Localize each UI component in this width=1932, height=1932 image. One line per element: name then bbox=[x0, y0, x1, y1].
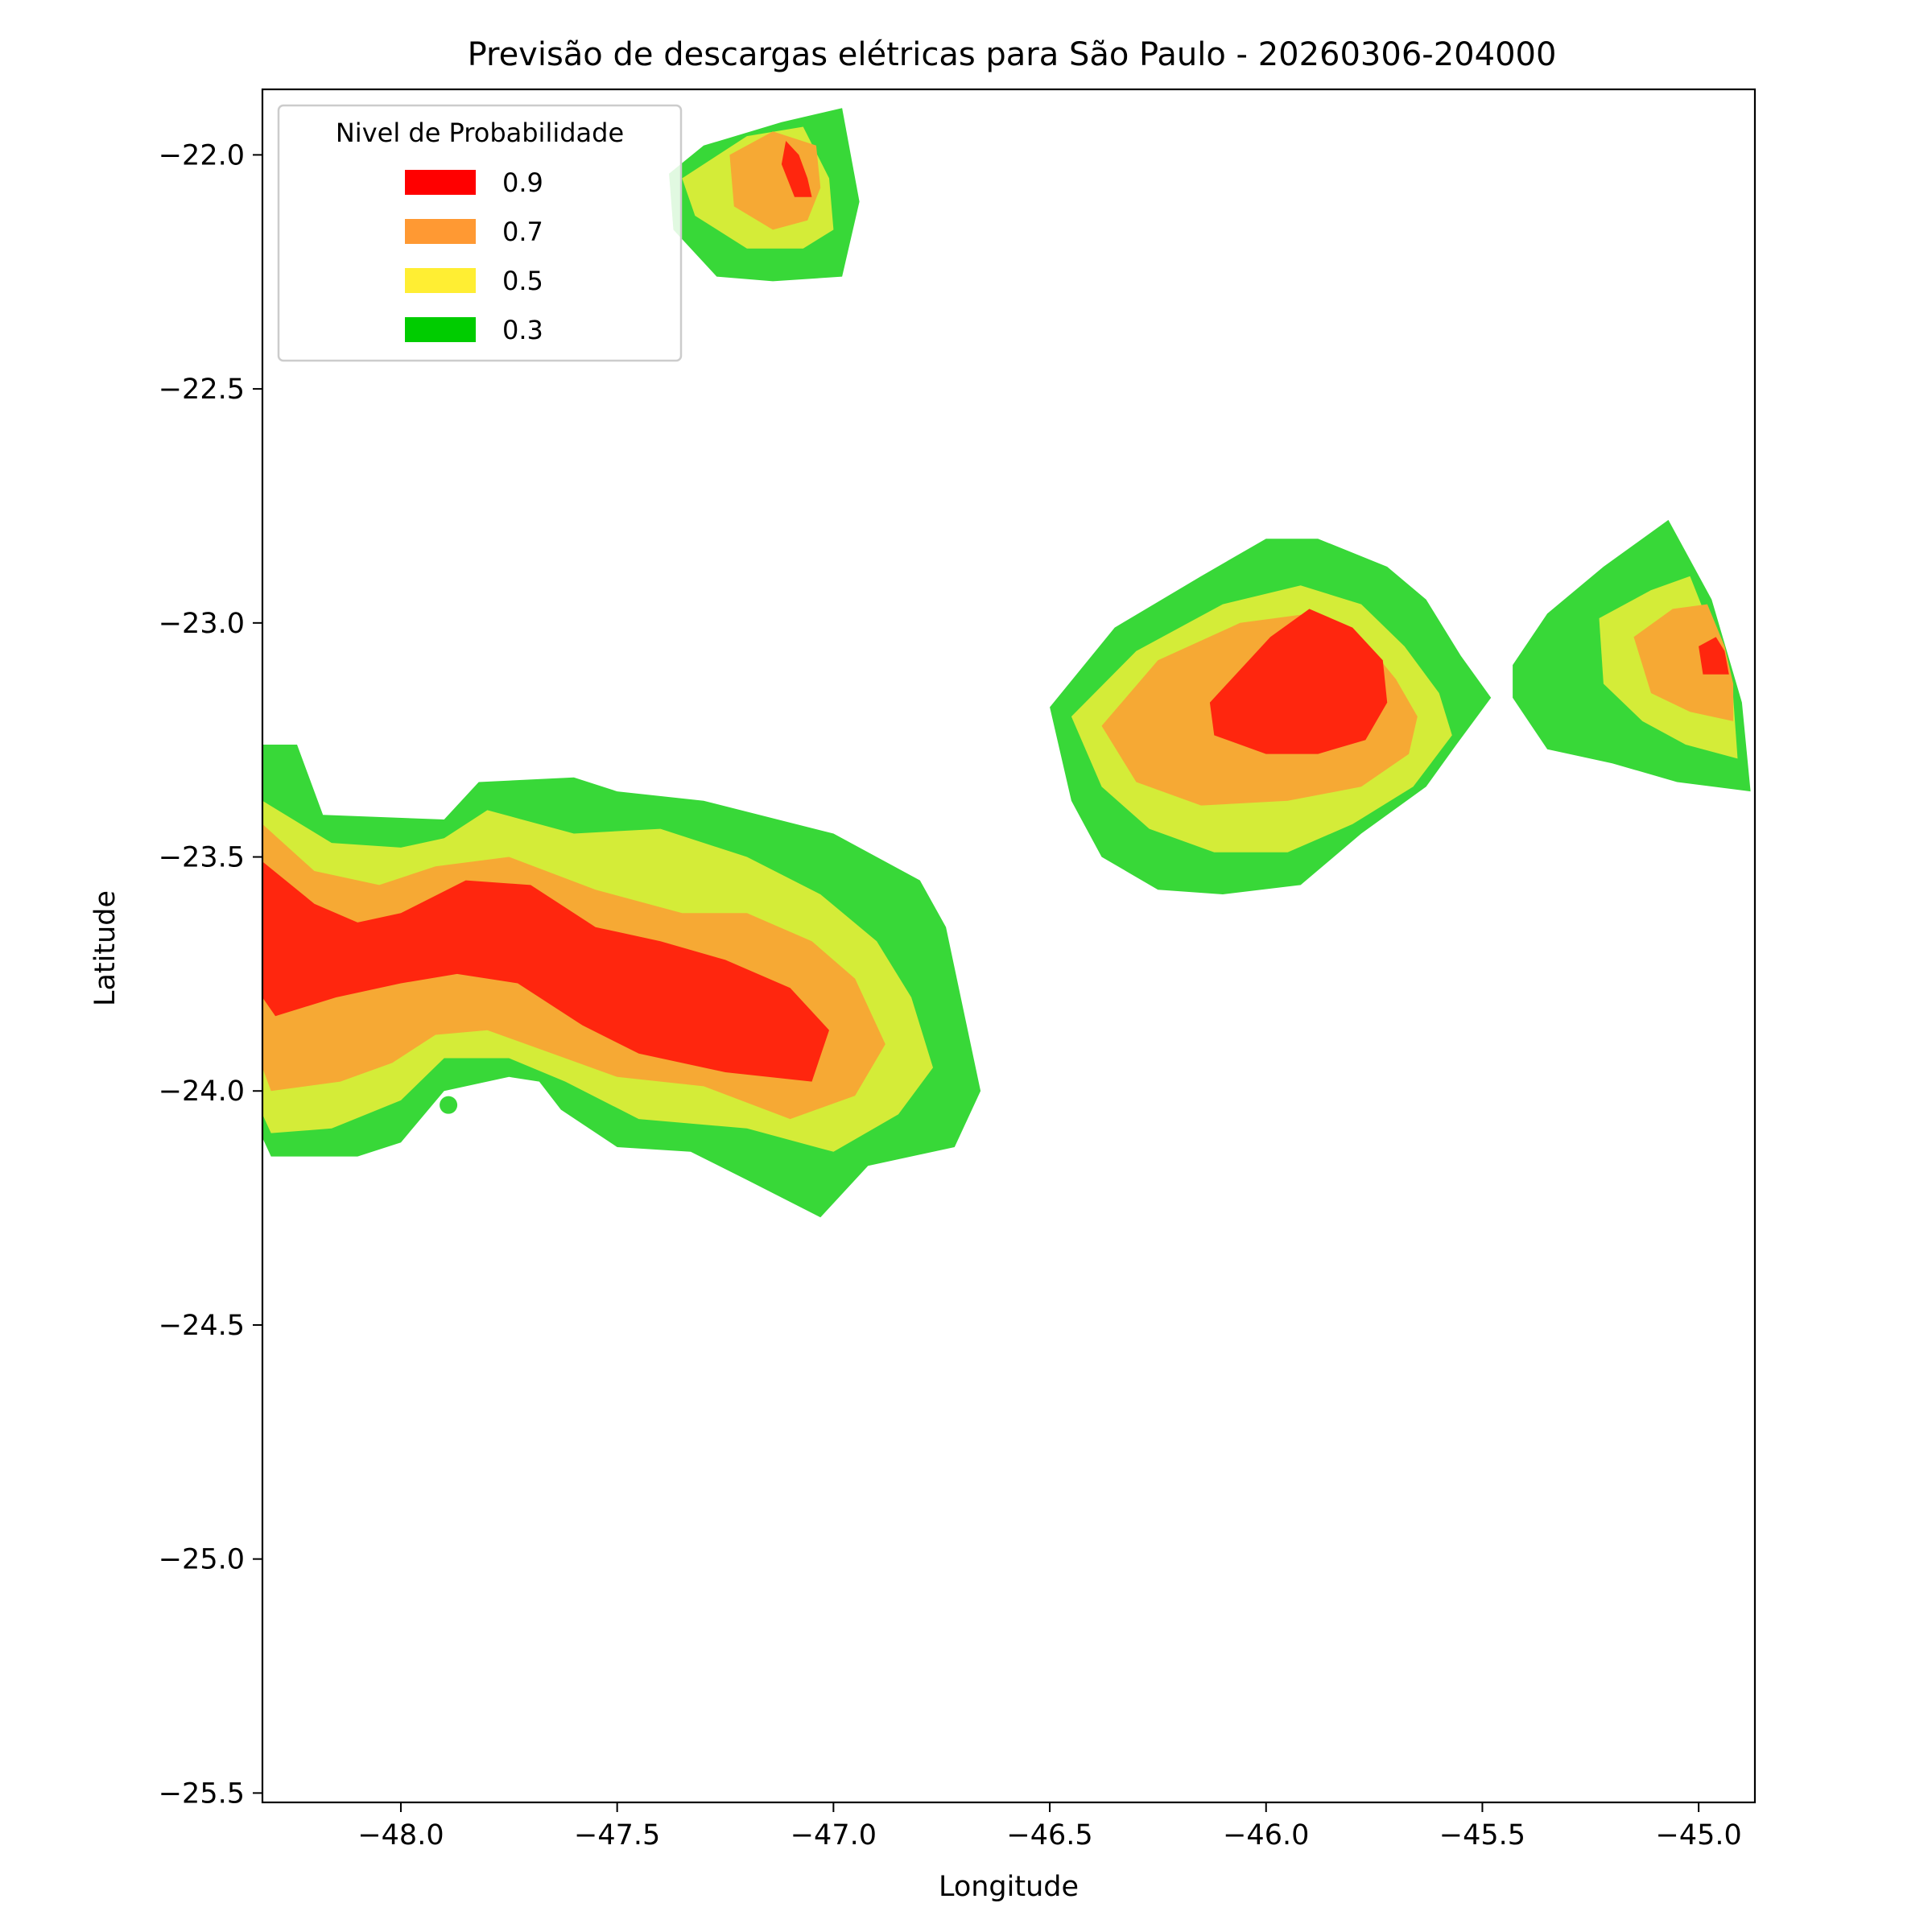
y-tick-label: −22.0 bbox=[159, 139, 245, 171]
legend-label: 0.5 bbox=[502, 266, 543, 296]
y-tick-label: −25.5 bbox=[159, 1777, 245, 1810]
plot-area bbox=[262, 108, 1751, 1218]
x-tick-label: −46.0 bbox=[1223, 1819, 1309, 1852]
y-tick-label: −24.0 bbox=[159, 1075, 245, 1108]
y-axis-label: Latitude bbox=[89, 890, 122, 1006]
west-cell-level-09-contour bbox=[262, 861, 829, 1082]
legend: Nivel de Probabilidade 0.9 0.7 0.5 0.3 bbox=[277, 104, 683, 362]
x-tick-label: −45.0 bbox=[1656, 1819, 1742, 1852]
x-axis: −48.0 −47.5 −47.0 −46.5 −46.0 −45.5 −45.0 bbox=[357, 1802, 1742, 1852]
legend-entries: 0.9 0.7 0.5 0.3 bbox=[405, 167, 543, 345]
isolated-cell-marker bbox=[440, 1096, 458, 1114]
legend-swatch bbox=[405, 268, 476, 293]
legend-label: 0.7 bbox=[502, 217, 543, 247]
x-axis-label: Longitude bbox=[939, 1871, 1079, 1903]
legend-swatch bbox=[405, 317, 476, 342]
legend-swatch bbox=[405, 170, 476, 195]
east-cell-level-07-contour bbox=[1633, 604, 1734, 721]
y-tick-label: −24.5 bbox=[159, 1310, 245, 1342]
x-tick-label: −47.0 bbox=[791, 1819, 877, 1852]
y-tick-label: −22.5 bbox=[159, 374, 245, 406]
x-tick-label: −45.5 bbox=[1439, 1819, 1525, 1852]
legend-box bbox=[277, 104, 683, 362]
center-cell-level-09-contour bbox=[1209, 609, 1388, 754]
x-tick-label: −47.5 bbox=[574, 1819, 660, 1852]
y-tick-label: −23.0 bbox=[159, 608, 245, 640]
east-cell-level-09-contour bbox=[1699, 637, 1729, 675]
chart-title: Previsão de descargas elétricas para São… bbox=[468, 36, 1557, 73]
north-cell-level-09-contour bbox=[781, 141, 812, 197]
legend-label: 0.3 bbox=[502, 315, 543, 345]
legend-label: 0.9 bbox=[502, 167, 543, 198]
legend-swatch bbox=[405, 219, 476, 244]
y-tick-label: −23.5 bbox=[159, 842, 245, 874]
legend-title: Nivel de Probabilidade bbox=[336, 118, 624, 148]
y-tick-label: −25.0 bbox=[159, 1544, 245, 1576]
axes-frame bbox=[261, 88, 1757, 1804]
x-tick-label: −48.0 bbox=[357, 1819, 444, 1852]
y-axis: −22.0 −22.5 −23.0 −23.5 −24.0 −24.5 −25.0 −25.5 bbox=[159, 139, 262, 1810]
x-tick-label: −46.5 bbox=[1006, 1819, 1092, 1852]
